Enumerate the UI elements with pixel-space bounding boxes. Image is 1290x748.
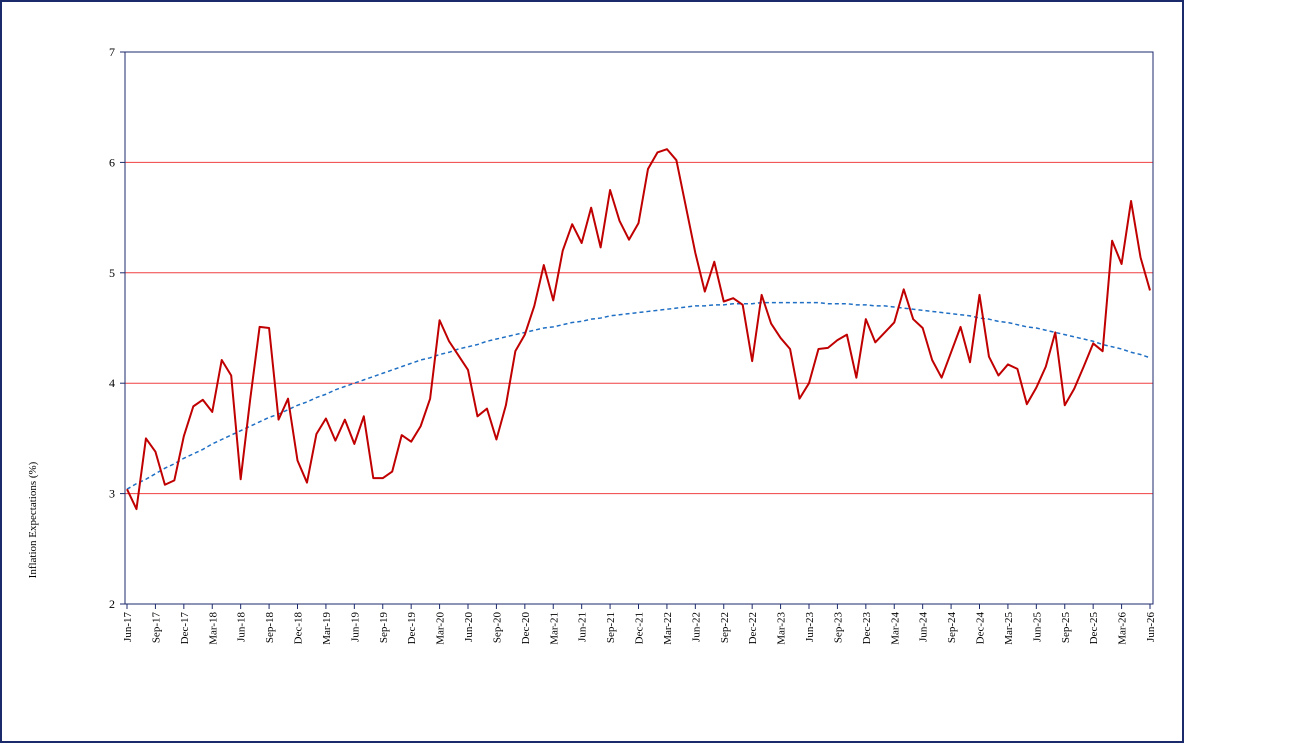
x-tick-label: Sep-17: [150, 612, 162, 644]
x-tick-label: Sep-20: [491, 612, 503, 644]
x-tick-label: Dec-21: [634, 612, 646, 644]
x-tick-label: Dec-23: [861, 612, 873, 645]
x-tick-label: Mar-21: [548, 612, 560, 645]
x-tick-label: Jun-24: [918, 612, 930, 642]
x-tick-label: Sep-19: [378, 612, 390, 644]
x-tick-label: Mar-20: [435, 612, 447, 645]
x-tick-label: Jun-20: [463, 612, 475, 642]
x-tick-label: Sep-25: [1060, 612, 1072, 644]
x-tick-label: Mar-22: [662, 612, 674, 645]
outer-frame: [0, 0, 1184, 743]
x-tick-label: Jun-18: [236, 612, 248, 642]
x-tick-label: Dec-19: [406, 612, 418, 645]
x-tick-label: Dec-20: [520, 612, 532, 645]
x-tick-label: Dec-25: [1088, 612, 1100, 645]
data-line: [126, 148, 1151, 511]
y-axis-label: Inflation Expectations (%): [27, 461, 39, 578]
y-tick-label: 3: [109, 487, 115, 501]
x-tick-label: Sep-22: [719, 612, 731, 643]
x-tick-label: Mar-24: [889, 612, 901, 645]
x-tick-label: Dec-18: [293, 612, 305, 645]
trend-line: [126, 301, 1151, 490]
x-tick-label: Mar-25: [1003, 612, 1015, 645]
x-tick-label: Jun-22: [690, 612, 702, 642]
x-tick-label: Mar-18: [207, 612, 219, 645]
x-tick-label: Jun-23: [804, 612, 816, 642]
x-tick-label: Sep-18: [264, 612, 276, 644]
x-tick-label: Jun-21: [577, 612, 589, 642]
y-tick-label: 7: [109, 45, 115, 59]
y-tick-label: 5: [109, 266, 115, 280]
x-tick-label: Dec-22: [747, 612, 759, 644]
x-tick-label: Dec-17: [179, 612, 191, 645]
x-tick-label: Sep-23: [832, 612, 844, 644]
x-tick-label: Jun-26: [1145, 612, 1157, 642]
x-tick-label: Jun-19: [349, 612, 361, 642]
x-tick-label: Sep-24: [946, 612, 958, 644]
x-tick-label: Mar-26: [1117, 612, 1129, 645]
plot-frame: [124, 51, 1154, 605]
x-tick-label: Dec-24: [975, 612, 987, 645]
x-tick-label: Sep-21: [605, 612, 617, 643]
y-tick-label: 6: [109, 155, 115, 169]
x-tick-label: Jun-17: [122, 612, 134, 642]
x-tick-label: Mar-19: [321, 612, 333, 645]
y-tick-label: 4: [109, 376, 115, 390]
x-tick-label: Mar-23: [776, 612, 788, 645]
x-tick-label: Jun-25: [1031, 612, 1043, 642]
y-tick-label: 2: [109, 597, 115, 611]
